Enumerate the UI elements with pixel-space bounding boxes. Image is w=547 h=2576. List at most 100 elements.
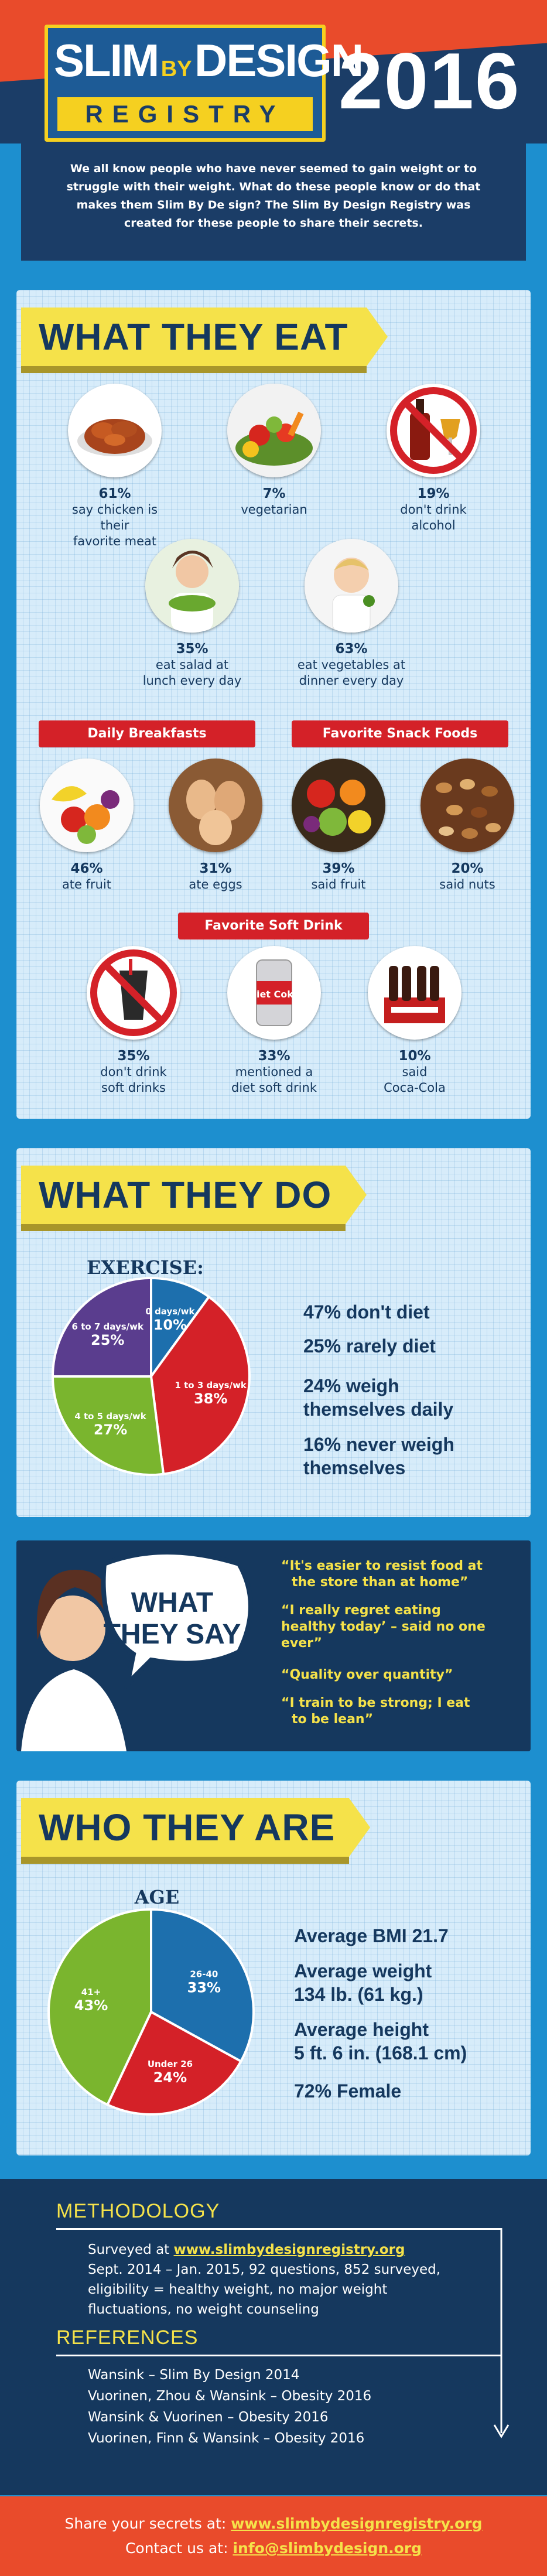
pct-breakfast-eggs: 31% [199, 861, 232, 876]
vegetables-icon [227, 384, 321, 477]
pie-value-label: 33% [187, 1980, 221, 1996]
methodology-surveyed-prefix: Surveyed at [88, 2242, 174, 2257]
pct-coke: 10% [398, 1048, 431, 1064]
pct-breakfast-fruit: 46% [70, 861, 103, 876]
breakfast-item-eggs: 31% ate eggs [157, 759, 274, 893]
logo-slim: SLIM [54, 35, 159, 86]
are-stat-height-value: 5 ft. 6 in. (168.1 cm) [294, 2042, 467, 2063]
breakfast-ribbon: Daily Breakfasts [39, 720, 255, 747]
pie-category-label: 4 to 5 days/wk [74, 1411, 146, 1422]
pie-category-label: 6 to 7 days/wk [72, 1321, 144, 1332]
eggs-icon [169, 759, 262, 852]
cap-no-soda-1: don't drink [100, 1065, 167, 1079]
diet-soda-can-icon: Diet Coke [227, 946, 321, 1040]
pie-category-label: 26-40 [190, 1969, 218, 1980]
cap-salad-1: eat salad at [155, 658, 229, 672]
snack-ribbon: Favorite Snack Foods [292, 720, 508, 747]
pie-value-label: 27% [94, 1422, 127, 1438]
no-alcohol-icon [387, 384, 480, 477]
woman-with-bubble-illustration: WHAT THEY SAY [21, 1550, 253, 1751]
pie-slice-age-1 [105, 2010, 243, 2116]
cap-vegetables-dinner-2: dinner every day [299, 674, 404, 688]
pct-chicken: 61% [98, 486, 131, 501]
cap-alcohol-2: alcohol [411, 518, 456, 532]
are-title-shadow [21, 1856, 349, 1864]
footer-share-prefix: Share your secrets at: [64, 2515, 231, 2532]
eat-item-vegetarian: 7% vegetarian [216, 384, 333, 518]
pie-slice-exercise-3 [51, 1276, 152, 1378]
bubble-text-they-say: THEY SAY [104, 1619, 241, 1650]
intro-box: We all know people who have never seemed… [21, 144, 526, 261]
cap-breakfast-fruit: ate fruit [61, 877, 112, 891]
pie-slice-age-0 [150, 1908, 255, 2063]
quote-1-line-2: the store than at home” [292, 1575, 469, 1590]
pie-value-label: 24% [153, 2069, 187, 2086]
eat-item-alcohol: 19% don't drink alcohol [375, 384, 492, 534]
methodology-line-2: eligibility = healthy weight, no major w… [88, 2282, 388, 2297]
cap-chicken-2: favorite meat [73, 534, 157, 548]
pie-slice-exercise-2 [51, 1375, 165, 1476]
cola-bottles-icon [368, 946, 461, 1040]
breakfast-item-fruit: 46% ate fruit [28, 759, 145, 893]
snack-item-nuts: 20% said nuts [409, 759, 526, 893]
quote-4-line-2: to be lean” [292, 1712, 374, 1727]
fruit-bowl-icon [292, 759, 385, 852]
do-stat-weigh-daily-1: 24% weigh [303, 1375, 399, 1396]
are-panel: WHO THEY ARE AGE 26-40 33% Under 26 24% 41+ 4… [16, 1781, 531, 2155]
pie-value-label: 43% [74, 1997, 108, 2014]
pie-category-label: Under 26 [148, 2059, 193, 2069]
exercise-chart-title: EXERCISE: [87, 1256, 204, 1279]
cap-vegetarian: vegetarian [241, 503, 307, 517]
are-section-title: WHO THEY ARE [21, 1798, 370, 1857]
snack-item-fruit: 39% said fruit [280, 759, 397, 893]
footer-contact-link[interactable]: info@slimbydesign.org [233, 2540, 422, 2557]
do-stat-never-weigh-1: 16% never weigh [303, 1434, 454, 1455]
fruit-icon [40, 759, 134, 852]
methodology-survey-link[interactable]: www.slimbydesignregistry.org [173, 2242, 405, 2257]
logo: SLIM BY DESIGN REGISTRY [45, 25, 364, 142]
soft-drink-ribbon: Favorite Soft Drink [178, 913, 369, 939]
logo-wordmark: SLIM BY DESIGN [54, 34, 364, 87]
quote-1-line-1: “It's easier to resist food at [281, 1559, 483, 1573]
pct-no-soda: 35% [117, 1048, 150, 1064]
pie-slice-exercise-0 [150, 1276, 211, 1381]
reference-4: Vuorinen, Finn & Wansink – Obesity 2016 [88, 2431, 365, 2446]
methodology-line-3: fluctuations, no weight counseling [88, 2302, 319, 2317]
cap-breakfast-eggs: ate eggs [189, 877, 242, 891]
are-stat-weight-label: Average weight [294, 1960, 432, 1981]
pie-category-label: 0 days/wk [145, 1306, 195, 1317]
pct-salad: 35% [176, 641, 208, 657]
do-section-title: WHAT THEY DO [21, 1166, 367, 1224]
methodology-rule [56, 2228, 501, 2230]
arrow-down-icon [493, 2228, 510, 2438]
are-stat-weight-value: 134 lb. (61 kg.) [294, 1984, 423, 2005]
no-soda-icon [87, 946, 180, 1040]
salad-icon [145, 539, 239, 633]
eat-panel: WHAT THEY EAT 61% say chicken is their f… [16, 290, 531, 1119]
footer-contact: Contact us at: info@slimbydesign.org [0, 2539, 547, 2558]
pct-diet-soda: 33% [258, 1048, 290, 1064]
are-stat-bmi: Average BMI 21.7 [294, 1925, 449, 1946]
methodology-surveyed: Surveyed at www.slimbydesignregistry.org [88, 2240, 405, 2260]
do-stat-no-diet: 47% don't diet [303, 1301, 430, 1323]
do-title-shadow [21, 1223, 346, 1231]
pie-value-label: 10% [153, 1317, 187, 1333]
pct-vegetables-dinner: 63% [335, 641, 368, 657]
methodology-line-1: Sept. 2014 – Jan. 2015, 92 questions, 85… [88, 2262, 441, 2277]
are-stat-female: 72% Female [294, 2080, 402, 2102]
logo-design: DESIGN [194, 35, 364, 86]
pie-category-label: 1 to 3 days/wk [175, 1380, 247, 1391]
footer-share-link[interactable]: www.slimbydesignregistry.org [231, 2515, 483, 2532]
cap-coke-1: said [402, 1065, 428, 1079]
logo-by: BY [160, 57, 192, 81]
do-stat-never-weigh-2: themselves [303, 1457, 406, 1478]
are-stat-height-label: Average height [294, 2019, 429, 2040]
cap-snack-fruit: said fruit [311, 877, 366, 891]
cap-no-soda-2: soft drinks [101, 1081, 166, 1095]
soft-item-no-soda: 35% don't drink soft drinks [75, 946, 192, 1096]
pie-value-label: 38% [194, 1391, 227, 1407]
bubble-text-what: WHAT [131, 1587, 213, 1618]
pie-slice-exercise-1 [149, 1295, 251, 1475]
